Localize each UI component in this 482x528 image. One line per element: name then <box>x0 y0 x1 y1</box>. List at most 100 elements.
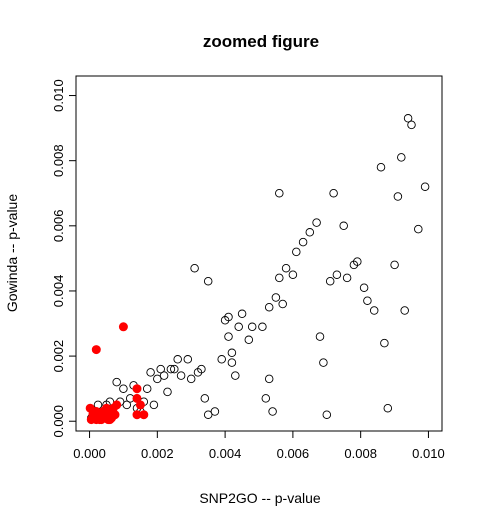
data-point <box>156 364 165 374</box>
x-tick-label: 0.006 <box>277 446 310 461</box>
data-point <box>369 306 379 315</box>
y-axis-label: Gowinda -- p-value <box>4 194 20 312</box>
data-point <box>203 276 213 286</box>
data-point <box>190 263 199 273</box>
data-point <box>390 260 399 270</box>
data-point <box>153 374 162 384</box>
data-point <box>247 322 257 332</box>
x-tick-label: 0.008 <box>344 446 377 461</box>
data-point <box>264 374 274 384</box>
data-point <box>237 309 247 319</box>
x-axis: 0.000 0.002 0.004 0.006 0.008 0.010 <box>73 431 445 461</box>
data-point <box>322 410 332 419</box>
data-point <box>146 368 155 377</box>
data-point <box>305 228 315 237</box>
y-axis: 0.000 0.002 0.004 0.006 0.008 0.010 <box>51 79 76 438</box>
data-point <box>163 387 172 397</box>
x-axis-label: SNP2GO -- p-value <box>199 490 321 506</box>
data-point <box>376 162 386 172</box>
y-tick-label: 0.000 <box>51 405 66 438</box>
x-tick-label: 0.010 <box>412 446 445 461</box>
data-point <box>210 407 220 416</box>
data-point <box>359 283 369 292</box>
chart-title: zoomed figure <box>203 32 319 51</box>
data-point <box>339 221 348 231</box>
data-point <box>170 364 179 374</box>
highlight-point <box>132 384 142 394</box>
data-point <box>393 192 403 201</box>
data-point <box>275 188 284 198</box>
data-point <box>176 371 186 380</box>
y-tick-label: 0.002 <box>51 340 66 373</box>
data-point <box>420 182 430 191</box>
data-point <box>329 188 338 198</box>
data-point <box>227 358 237 367</box>
highlight-point <box>135 400 145 410</box>
data-point <box>325 276 335 286</box>
data-point <box>224 312 233 322</box>
data-point <box>298 237 308 247</box>
plot-frame <box>75 75 443 432</box>
data-point <box>383 403 393 413</box>
data-point <box>264 302 274 312</box>
data-point <box>268 407 277 416</box>
data-point <box>183 355 193 364</box>
data-point <box>200 394 210 403</box>
data-point <box>197 364 206 374</box>
data-point <box>234 322 243 332</box>
y-tick-label: 0.010 <box>51 79 66 112</box>
data-point <box>319 358 328 367</box>
y-tick-label: 0.008 <box>51 144 66 177</box>
data-point <box>203 410 213 419</box>
data-point <box>173 355 182 364</box>
data-point <box>149 400 159 410</box>
data-point <box>353 257 362 266</box>
highlight-point <box>95 415 105 425</box>
data-point <box>166 364 176 374</box>
highlight-point <box>102 403 111 413</box>
data-point <box>315 332 325 341</box>
x-tick-label: 0.002 <box>141 446 174 461</box>
data-point <box>122 400 132 410</box>
highlight-point <box>139 410 149 420</box>
data-point <box>380 338 389 348</box>
x-tick-label: 0.004 <box>209 446 242 461</box>
data-point <box>332 270 342 279</box>
data-point <box>403 114 413 123</box>
data-point <box>397 153 406 162</box>
data-point <box>258 322 267 332</box>
data-point <box>271 293 281 302</box>
data-points <box>85 114 430 425</box>
highlight-point <box>112 400 122 410</box>
highlight-point <box>91 345 101 355</box>
data-point <box>227 348 237 358</box>
x-tick-label: 0.000 <box>73 446 106 461</box>
data-point <box>312 218 321 227</box>
y-tick-label: 0.006 <box>51 210 66 243</box>
data-point <box>112 377 121 387</box>
data-point <box>159 371 169 380</box>
highlight-point <box>85 403 95 413</box>
highlight-point <box>105 415 115 425</box>
data-point <box>275 273 284 283</box>
data-point <box>224 332 233 341</box>
data-point <box>281 263 291 273</box>
data-point <box>288 270 298 279</box>
data-point <box>217 355 226 364</box>
highlight-point <box>118 322 128 332</box>
data-point <box>342 273 352 283</box>
y-tick-label: 0.004 <box>51 275 66 308</box>
data-point <box>261 394 271 403</box>
data-point <box>407 120 416 130</box>
data-point <box>244 335 254 345</box>
data-point <box>186 374 196 384</box>
data-point <box>363 296 372 305</box>
data-point <box>414 224 423 234</box>
data-point <box>231 371 240 380</box>
data-point <box>278 299 287 309</box>
data-point <box>292 247 301 257</box>
data-point <box>142 384 152 393</box>
data-point <box>119 384 128 393</box>
data-point <box>400 306 409 315</box>
